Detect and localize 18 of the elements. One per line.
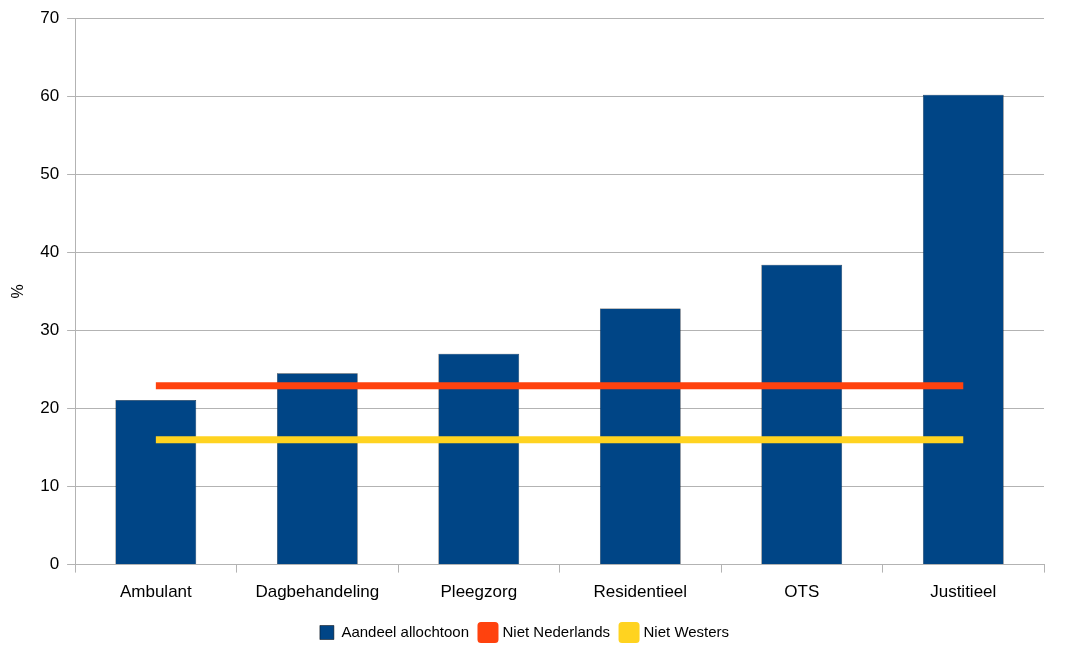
y-tick-label: 20 <box>40 398 60 418</box>
y-tick-label: 30 <box>40 320 60 340</box>
y-tick-label: 40 <box>40 242 60 262</box>
y-tick-label: 0 <box>49 554 60 574</box>
y-tick-label: 10 <box>40 476 60 496</box>
x-tick-label: Residentieel <box>593 582 688 602</box>
legend-label: Niet Nederlands <box>502 622 611 640</box>
x-tick-label: Dagbehandeling <box>255 582 380 602</box>
x-tick-label: Ambulant <box>119 582 193 602</box>
legend-label: Niet Westers <box>643 622 730 640</box>
y-tick-label: 60 <box>40 85 60 105</box>
legend-label: Aandeel allochtoon <box>341 622 469 640</box>
y-axis-title: % <box>9 284 27 299</box>
x-tick-label: Pleegzorg <box>440 582 518 602</box>
y-tick-label: 50 <box>40 164 60 183</box>
y-tick-label: 70 <box>40 7 60 27</box>
x-tick-label: OTS <box>784 582 820 602</box>
x-tick-label: Justitieel <box>930 582 997 602</box>
